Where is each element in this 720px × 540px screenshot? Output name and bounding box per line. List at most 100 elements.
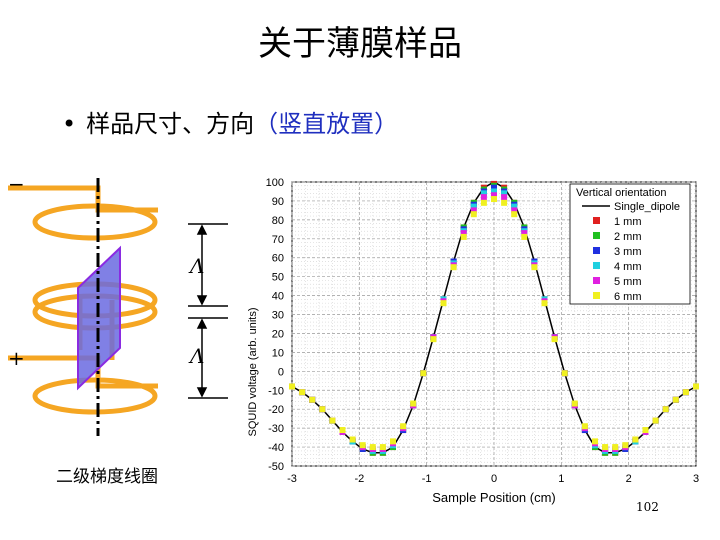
data-point	[410, 400, 417, 407]
y-tick-label: -50	[268, 461, 284, 473]
coil-caption: 二级梯度线圈	[56, 467, 158, 487]
data-point	[400, 423, 407, 430]
data-point	[480, 199, 487, 206]
legend-entry: 3 mm	[614, 246, 642, 258]
y-tick-label: 0	[278, 366, 284, 378]
data-point	[369, 444, 376, 451]
y-axis-label: SQUID voltage (arb. units)	[247, 308, 259, 437]
x-axis-label: Sample Position (cm)	[432, 490, 556, 505]
x-tick-label: -3	[287, 473, 297, 485]
legend-swatch-square	[593, 217, 600, 224]
data-point	[309, 396, 316, 403]
data-point	[652, 417, 659, 424]
data-point	[329, 417, 336, 424]
data-point	[379, 444, 386, 451]
data-point	[491, 184, 497, 191]
legend-entry: 1 mm	[614, 216, 642, 228]
data-point	[682, 389, 689, 396]
data-point	[511, 211, 518, 218]
data-point	[420, 370, 427, 377]
legend-swatch-square	[593, 247, 600, 254]
data-point	[480, 194, 487, 201]
data-point	[470, 207, 477, 214]
legend-entry: Single_dipole	[614, 201, 680, 213]
minus-sign: −	[8, 172, 25, 196]
y-tick-label: -20	[268, 404, 284, 416]
data-point	[561, 370, 568, 377]
data-point	[430, 336, 437, 343]
data-point	[602, 444, 609, 451]
data-point	[299, 389, 306, 396]
x-tick-label: 1	[558, 473, 564, 485]
sample-plate	[77, 245, 121, 391]
data-point	[693, 383, 699, 390]
y-tick-label: 40	[272, 291, 284, 303]
x-tick-label: 2	[626, 473, 632, 485]
spacing-label-bottom: Λ	[190, 344, 205, 368]
data-point	[470, 211, 477, 218]
data-point	[662, 406, 669, 413]
data-point	[289, 383, 295, 390]
legend-box	[569, 183, 691, 305]
data-point	[501, 194, 508, 201]
plus-sign: +	[8, 346, 25, 370]
x-tick-label: 3	[693, 473, 699, 485]
coil-top-loop	[32, 203, 158, 241]
data-point	[359, 442, 366, 449]
data-point	[612, 444, 619, 451]
data-point	[531, 264, 538, 271]
bullet-highlight: （竖直放置）	[254, 110, 399, 138]
y-tick-label: 20	[272, 328, 284, 340]
legend-swatch-square	[593, 277, 600, 284]
arrowhead-down-icon	[196, 295, 208, 306]
page-number: 102	[636, 500, 659, 514]
legend-swatch-square	[593, 292, 600, 299]
y-tick-label: 90	[272, 196, 284, 208]
data-point	[339, 427, 346, 434]
data-point	[501, 199, 508, 206]
legend-title: Vertical orientation	[576, 187, 667, 199]
data-point	[551, 336, 558, 343]
data-point	[592, 438, 598, 445]
data-point	[541, 300, 548, 307]
y-tick-label: 80	[272, 215, 284, 227]
data-point	[491, 196, 497, 203]
data-point	[319, 406, 326, 413]
data-point	[521, 233, 528, 240]
data-point	[501, 190, 508, 197]
data-point	[349, 436, 356, 443]
data-point	[470, 203, 477, 210]
data-point	[511, 203, 518, 210]
slide-title: 关于薄膜样品	[258, 24, 462, 64]
legend-entry: 2 mm	[614, 231, 642, 243]
data-point	[581, 423, 588, 430]
spacing-label-top: Λ	[190, 254, 205, 278]
bullet-dot-icon: •	[62, 110, 77, 138]
x-tick-label: -2	[354, 473, 364, 485]
arrowhead-up-icon	[196, 224, 208, 235]
data-point	[460, 233, 467, 240]
y-tick-label: 30	[272, 310, 284, 322]
data-point	[390, 438, 396, 445]
arrowhead-down-icon	[196, 387, 208, 398]
x-tick-label: -1	[422, 473, 432, 485]
legend-swatch-square	[593, 262, 600, 269]
data-point	[511, 207, 518, 214]
y-tick-label: 60	[272, 253, 284, 265]
x-tick-label: 0	[491, 473, 497, 485]
data-point	[642, 427, 649, 434]
coil-bottom-loop	[32, 377, 158, 415]
legend-entry: 4 mm	[614, 261, 642, 273]
y-tick-label: 70	[272, 234, 284, 246]
data-point	[450, 264, 457, 271]
bullet-text: 样品尺寸、方向	[86, 110, 255, 138]
data-point	[440, 300, 447, 307]
data-point	[622, 442, 629, 449]
y-tick-label: -30	[268, 423, 284, 435]
data-point	[491, 192, 497, 199]
y-tick-label: -10	[268, 385, 284, 397]
data-point	[571, 400, 578, 407]
arrowhead-up-icon	[196, 318, 208, 329]
